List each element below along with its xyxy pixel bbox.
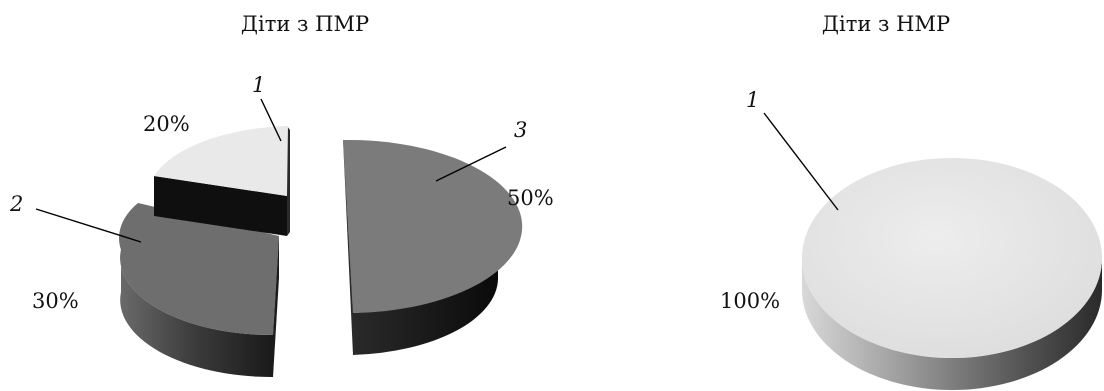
pie-slice-3-side bbox=[353, 237, 498, 355]
leader-2 bbox=[35, 208, 142, 243]
nmr-slice-1-percent: 100% bbox=[720, 289, 780, 313]
leader-nmr-1 bbox=[763, 112, 839, 211]
pie-full-side bbox=[802, 258, 1102, 390]
pie-full-top bbox=[802, 158, 1102, 358]
nmr-slice-1-number: 1 bbox=[746, 88, 759, 112]
chart-pmr-title: Діти з ПМР bbox=[241, 12, 369, 36]
slice-3-number: 3 bbox=[514, 118, 527, 142]
pie-slice-2 bbox=[119, 203, 279, 378]
leader-3 bbox=[435, 146, 507, 182]
pie-slice-2-top bbox=[119, 203, 279, 336]
pie-slice-1-full bbox=[802, 158, 1102, 390]
pie-slice-1-top bbox=[154, 126, 288, 196]
slice-3-percent: 50% bbox=[507, 186, 554, 210]
pie-slice-1 bbox=[154, 126, 290, 236]
pie-slice-3-top-fill bbox=[343, 139, 498, 313]
pie-slice-3 bbox=[343, 139, 523, 355]
chart-nmr-title: Діти з НМР bbox=[822, 12, 950, 36]
pie-slice-2-side bbox=[120, 250, 273, 378]
slice-2-percent: 30% bbox=[32, 289, 79, 313]
pie-slice-1-edge bbox=[287, 126, 290, 236]
slice-1-percent: 20% bbox=[143, 112, 190, 136]
chart-nmr: Діти з НМР 1 100% bbox=[720, 12, 1102, 390]
pie-slice-2-edge bbox=[273, 236, 279, 377]
slice-2-number: 2 bbox=[9, 192, 23, 216]
chart-pmr: Діти з ПМР 1 20% 2 30% 3 50% bbox=[9, 12, 554, 378]
slice-1-number: 1 bbox=[252, 73, 265, 97]
leader-1 bbox=[260, 98, 282, 142]
